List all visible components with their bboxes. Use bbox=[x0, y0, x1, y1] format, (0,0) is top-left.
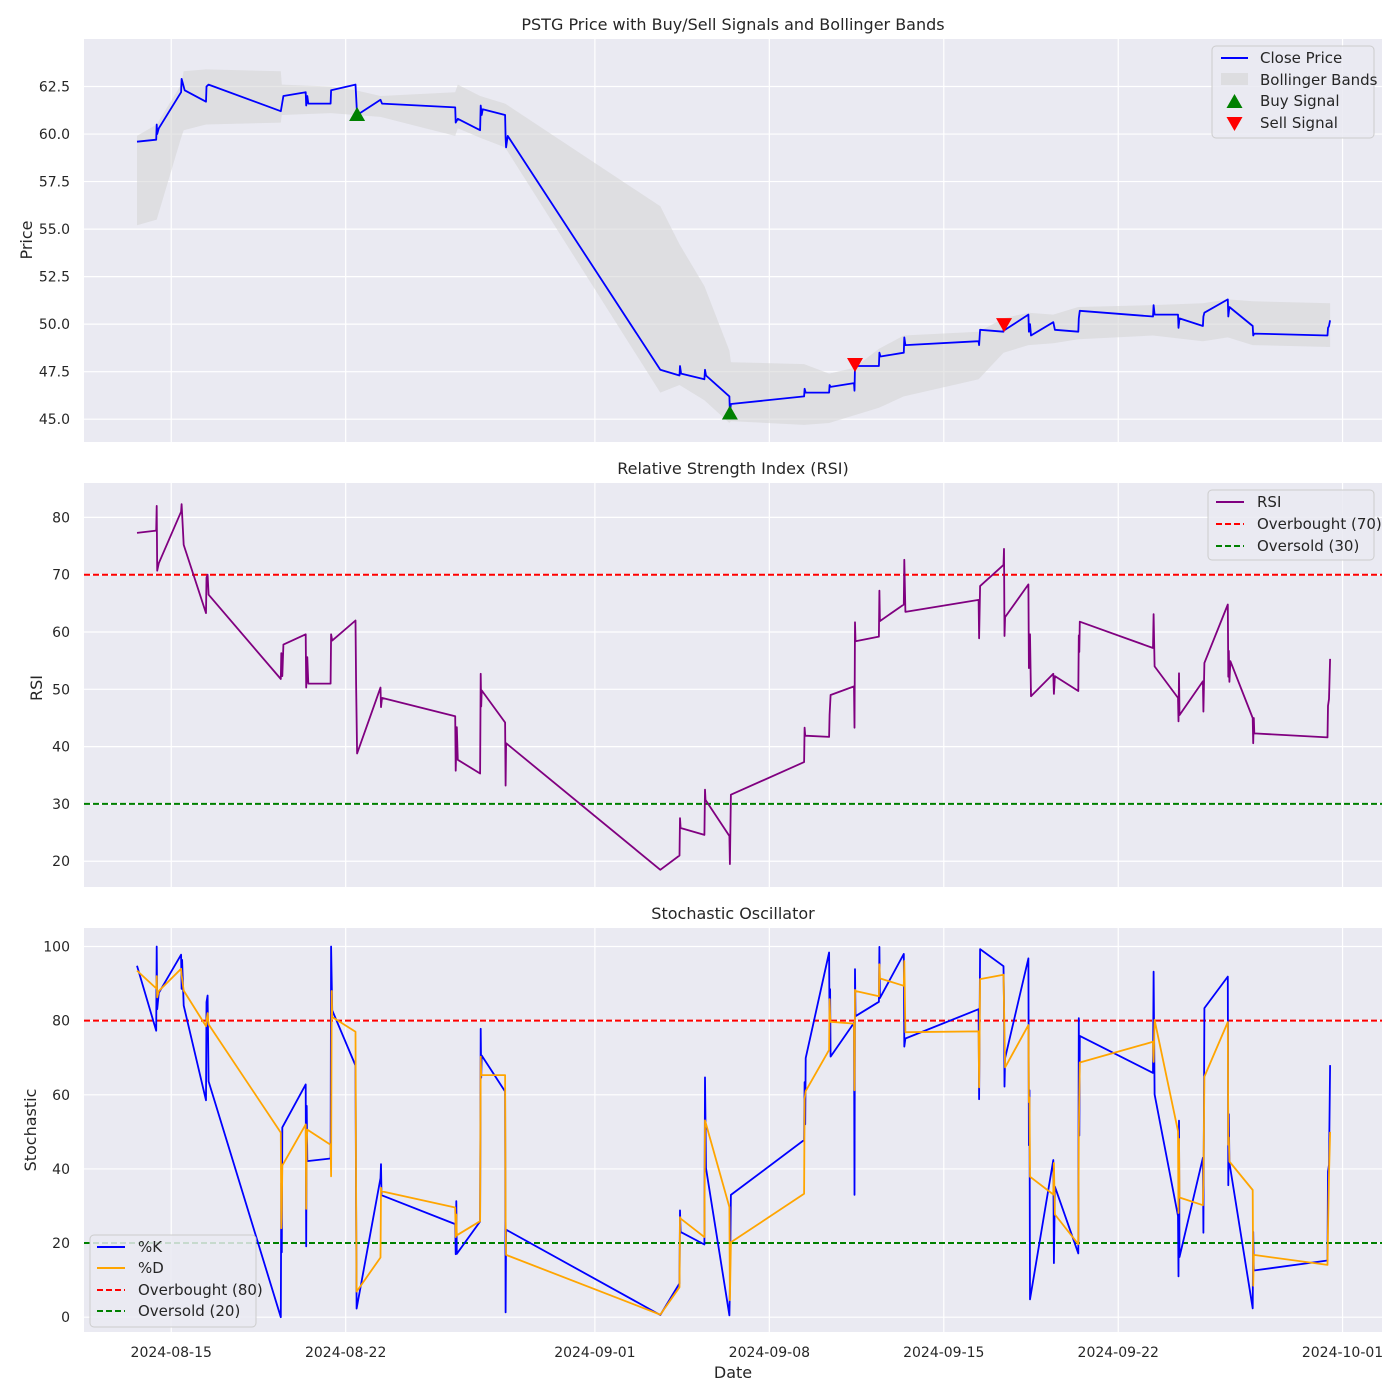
stochastic-y-tick-label: 60 bbox=[52, 1088, 70, 1104]
rsi-y-tick-label: 30 bbox=[52, 797, 70, 813]
legend-label-sell-signal: Sell Signal bbox=[1260, 114, 1338, 132]
stochastic-y-tick-label: 40 bbox=[52, 1162, 70, 1178]
signal-markers bbox=[349, 107, 1013, 420]
legend-swatch-sell-signal bbox=[1226, 117, 1243, 131]
rsi-y-tick-label: 20 bbox=[52, 854, 70, 870]
date-x-tick-label: 2024-09-15 bbox=[903, 1345, 984, 1361]
legend-label-d: %D bbox=[138, 1259, 164, 1277]
price-y-tick-label: 47.5 bbox=[39, 365, 70, 381]
rsi-plot-area bbox=[84, 483, 1382, 887]
price-y-tick-label: 57.5 bbox=[39, 175, 70, 191]
stochastic-y-tick-label: 80 bbox=[52, 1014, 70, 1030]
price-y-tick-label: 45.0 bbox=[39, 412, 70, 428]
close-price-series-line bbox=[136, 78, 1331, 415]
price-chart-title: PSTG Price with Buy/Sell Signals and Bol… bbox=[521, 15, 944, 34]
stochastic-chart-title: Stochastic Oscillator bbox=[651, 904, 815, 923]
stochastic-series-lines bbox=[136, 945, 1331, 1319]
legend-label-k: %K bbox=[138, 1238, 163, 1256]
stochastic-threshold-lines bbox=[84, 1019, 1382, 1245]
buy-signal-marker bbox=[721, 405, 738, 420]
rsi-legend-box bbox=[1207, 489, 1375, 561]
date-x-tick-label: 2024-10-01 bbox=[1302, 1345, 1383, 1361]
legend-label-oversold-30: Oversold (30) bbox=[1257, 537, 1359, 555]
price-y-tick-label: 55.0 bbox=[39, 222, 70, 238]
date-x-tick-label: 2024-08-22 bbox=[305, 1345, 386, 1361]
stochastic-plot-area bbox=[84, 928, 1382, 1332]
price-legend-box bbox=[1211, 45, 1375, 139]
date-x-tick-label: 2024-09-01 bbox=[554, 1345, 635, 1361]
date-x-tick-label: 2024-09-08 bbox=[729, 1345, 810, 1361]
rsi-panel: 20 30 40 50 60 70 80 Relative Strength Index (… bbox=[27, 459, 1382, 887]
legend-label-buy-signal: Buy Signal bbox=[1260, 92, 1340, 110]
stochastic-y-tick-label: 0 bbox=[61, 1310, 70, 1326]
price-y-tick-label: 60.0 bbox=[39, 127, 70, 143]
price-y-tick-label: 50.0 bbox=[39, 317, 70, 333]
rsi-y-tick-label: 60 bbox=[52, 625, 70, 641]
sell-signal-marker bbox=[847, 358, 864, 373]
legend-swatch-buy-signal bbox=[1226, 94, 1243, 108]
rsi-threshold-lines bbox=[84, 573, 1382, 805]
rsi-y-tick-label: 50 bbox=[52, 682, 70, 698]
stochastic-y-tick-label: 100 bbox=[43, 940, 70, 956]
rsi-y-tick-labels: 20 30 40 50 60 70 80 bbox=[52, 510, 70, 870]
rsi-y-axis-label: RSI bbox=[27, 675, 46, 701]
date-x-tick-label: 2024-08-15 bbox=[131, 1345, 212, 1361]
price-y-axis-label: Price bbox=[17, 220, 36, 259]
price-panel: 45.0 47.5 50.0 52.5 55.0 57.5 60.0 62.5 PSTG Pr… bbox=[17, 15, 1382, 442]
price-y-tick-label: 62.5 bbox=[39, 80, 70, 96]
date-x-tick-label: 2024-09-22 bbox=[1078, 1345, 1159, 1361]
legend-label-bollinger-bands: Bollinger Bands bbox=[1260, 71, 1378, 89]
price-y-tick-label: 52.5 bbox=[39, 270, 70, 286]
price-legend: Close Price Bollinger Bands Buy Signal S… bbox=[1211, 45, 1378, 139]
rsi-x-grid bbox=[170, 483, 1344, 887]
price-y-tick-labels: 45.0 47.5 50.0 52.5 55.0 57.5 60.0 62.5 bbox=[39, 80, 70, 429]
stochastic-legend-box bbox=[89, 1234, 257, 1328]
legend-label-oversold-20: Oversold (20) bbox=[138, 1302, 240, 1320]
rsi-y-tick-label: 40 bbox=[52, 740, 70, 756]
date-x-tick-labels: 2024-08-15 2024-08-22 2024-09-01 2024-09-08… bbox=[131, 1345, 1384, 1361]
stochastic-y-tick-labels: 0 20 40 60 80 100 bbox=[43, 940, 70, 1327]
rsi-series-line bbox=[136, 503, 1331, 871]
date-x-axis-label: Date bbox=[714, 1363, 752, 1382]
rsi-y-tick-label: 80 bbox=[52, 510, 70, 526]
sell-signal-marker bbox=[996, 318, 1013, 333]
rsi-chart-title: Relative Strength Index (RSI) bbox=[617, 459, 849, 478]
buy-signal-marker bbox=[349, 107, 366, 122]
stochastic-y-axis-label: Stochastic bbox=[21, 1089, 40, 1172]
legend-label-overbought-70: Overbought (70) bbox=[1257, 515, 1382, 533]
stochastic-panel: 0 20 40 60 80 100 Stochastic Oscillator Stoch… bbox=[21, 904, 1383, 1382]
price-series-lines bbox=[136, 78, 1331, 415]
legend-swatch-bollinger-bands bbox=[1221, 73, 1248, 85]
stochastic-legend: %K %D Overbought (80) Oversold (20) bbox=[89, 1234, 263, 1328]
rsi-legend: RSI Overbought (70) Oversold (30) bbox=[1207, 489, 1382, 561]
legend-label-rsi: RSI bbox=[1257, 493, 1281, 511]
rsi-series-lines bbox=[136, 503, 1331, 871]
stochastic-y-tick-label: 20 bbox=[52, 1236, 70, 1252]
legend-label-close-price: Close Price bbox=[1260, 49, 1342, 67]
legend-label-overbought-80: Overbought (80) bbox=[138, 1281, 263, 1299]
rsi-y-tick-label: 70 bbox=[52, 568, 70, 584]
d-series-line bbox=[136, 960, 1331, 1316]
